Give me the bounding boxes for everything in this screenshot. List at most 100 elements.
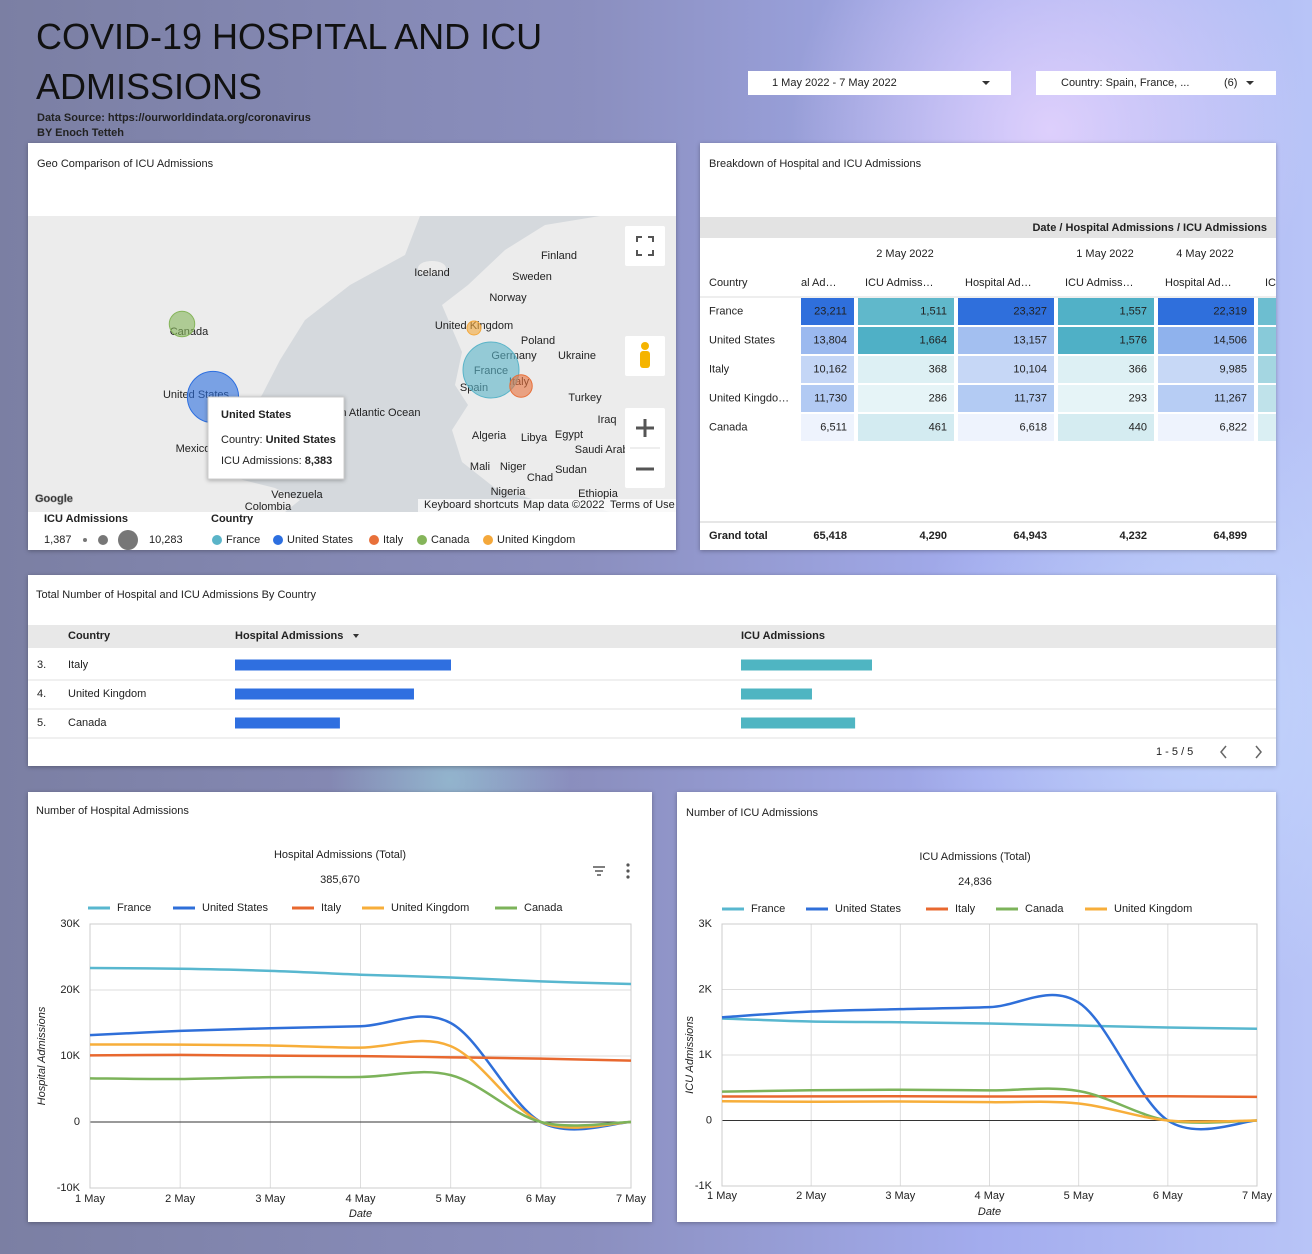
total-cell: 64,899 xyxy=(1213,530,1247,542)
google-logo: Google xyxy=(35,493,73,505)
heat-cell xyxy=(1158,414,1254,441)
y-axis-title: Hospital Admissions xyxy=(36,1006,48,1105)
map-label: Norway xyxy=(489,292,527,304)
x-tick-label: 1 May xyxy=(707,1190,737,1202)
legend-label: United States xyxy=(202,902,269,914)
map-bubble[interactable] xyxy=(509,374,533,398)
chart-title: Number of Hospital Admissions xyxy=(36,805,189,817)
map-label: Venezuela xyxy=(271,489,323,501)
heat-cell xyxy=(1158,356,1254,383)
sort-icon[interactable] xyxy=(353,634,359,638)
date-header: 2 May 2022 xyxy=(876,248,933,260)
x-tick-label: 4 May xyxy=(975,1190,1005,1202)
date-filter[interactable] xyxy=(748,71,1011,95)
filter-value: : Spain, France, ... xyxy=(1100,77,1190,89)
column-header: ICU Admissions xyxy=(741,630,825,642)
map-label: Egypt xyxy=(555,429,583,441)
legend-swatch xyxy=(483,535,493,545)
row-label: Italy xyxy=(709,364,730,376)
map-label: North Atlantic Ocean xyxy=(320,407,421,419)
card-title: Breakdown of Hospital and ICU Admissions xyxy=(709,158,922,170)
series-line xyxy=(721,1100,1258,1124)
cell-value: 13,804 xyxy=(813,335,847,347)
legend-label: Canada xyxy=(431,534,470,546)
ranking-card xyxy=(28,575,1276,766)
map-label: Colombia xyxy=(245,501,292,513)
map-bubble[interactable] xyxy=(168,310,196,338)
cell-value: 6,822 xyxy=(1219,422,1247,434)
column-header: IC xyxy=(1265,277,1276,289)
filter-name: Country xyxy=(1061,77,1100,89)
heat-cell xyxy=(958,327,1054,354)
legend-label: United Kingdom xyxy=(391,902,469,914)
dropdown-arrow[interactable] xyxy=(1246,81,1254,85)
dropdown-arrow[interactable] xyxy=(982,81,990,85)
column-header: ICU Admiss… xyxy=(1065,277,1133,289)
map-attribution: Map data ©2022 xyxy=(523,499,605,511)
heat-cell xyxy=(1258,356,1276,383)
x-tick-label: 3 May xyxy=(885,1190,915,1202)
fullscreen-button[interactable] xyxy=(625,226,665,266)
legend-label: France xyxy=(117,902,151,914)
rank: 4. xyxy=(37,688,46,700)
next-page[interactable] xyxy=(1255,745,1262,759)
menu-dot xyxy=(626,869,630,873)
row-label: United Kingdo… xyxy=(709,393,789,405)
rank: 5. xyxy=(37,717,46,729)
y-tick-label: -10K xyxy=(57,1182,81,1194)
heat-cell xyxy=(1058,385,1154,412)
legend-label: United States xyxy=(835,903,902,915)
map-land xyxy=(28,216,420,512)
heat-cell xyxy=(858,414,954,441)
map-label: Mali xyxy=(470,461,490,473)
chart-total: 24,836 xyxy=(958,876,992,888)
cell-value: 14,506 xyxy=(1213,335,1247,347)
column-header: Country xyxy=(68,630,111,642)
map-attribution: Terms of Use xyxy=(610,499,675,511)
legend-label: Italy xyxy=(321,902,342,914)
heat-cell xyxy=(858,385,954,412)
total-cell: 4,232 xyxy=(1119,530,1147,542)
chart-subtitle: Hospital Admissions (Total) xyxy=(274,849,406,861)
legend-label: France xyxy=(226,534,260,546)
row-label: United States xyxy=(709,335,776,347)
cell-value: 1,664 xyxy=(919,335,947,347)
x-tick-label: 6 May xyxy=(526,1193,556,1205)
map-bubble[interactable] xyxy=(462,341,520,399)
heat-cell xyxy=(858,356,954,383)
total-cell: Grand total xyxy=(709,530,768,542)
icu-bar xyxy=(741,659,872,671)
group-header: Date / Hospital Admissions / ICU Admissi… xyxy=(1032,222,1267,234)
heat-cell xyxy=(1258,414,1276,441)
cell-value: 6,618 xyxy=(1019,422,1047,434)
cell-value: 10,162 xyxy=(813,364,847,376)
total-cell: 64,943 xyxy=(1013,530,1047,542)
heat-cell xyxy=(858,327,954,354)
filter-icon[interactable] xyxy=(593,866,605,876)
cell-value: 22,319 xyxy=(1213,306,1247,318)
legend-label: Italy xyxy=(383,534,404,546)
legend-title: Country xyxy=(211,513,254,525)
legend-label: United States xyxy=(287,534,354,546)
chart-title: Number of ICU Admissions xyxy=(686,807,819,819)
heat-cell xyxy=(958,385,1054,412)
author: BY Enoch Tetteh xyxy=(37,127,124,139)
heat-cell xyxy=(1058,356,1154,383)
total-cell: 4,290 xyxy=(919,530,947,542)
country: United Kingdom xyxy=(68,688,146,700)
y-tick-label: 1K xyxy=(699,1049,713,1061)
cell-value: 11,730 xyxy=(814,393,847,405)
hospital-card xyxy=(28,792,652,1222)
map-bubble[interactable] xyxy=(466,320,482,336)
x-tick-label: 3 May xyxy=(255,1193,285,1205)
map-attribution: Keyboard shortcuts xyxy=(424,499,519,511)
card-title: Total Number of Hospital and ICU Admissi… xyxy=(36,589,317,601)
tooltip-row: ICU Admissions: 8,383 xyxy=(221,455,332,467)
legend-min: 1,387 xyxy=(44,534,72,546)
prev-page[interactable] xyxy=(1220,745,1227,759)
country-filter[interactable] xyxy=(1036,71,1276,95)
column-header: Hospital Ad… xyxy=(1165,277,1232,289)
cell-value: 286 xyxy=(929,393,947,405)
heat-cell xyxy=(801,385,854,412)
